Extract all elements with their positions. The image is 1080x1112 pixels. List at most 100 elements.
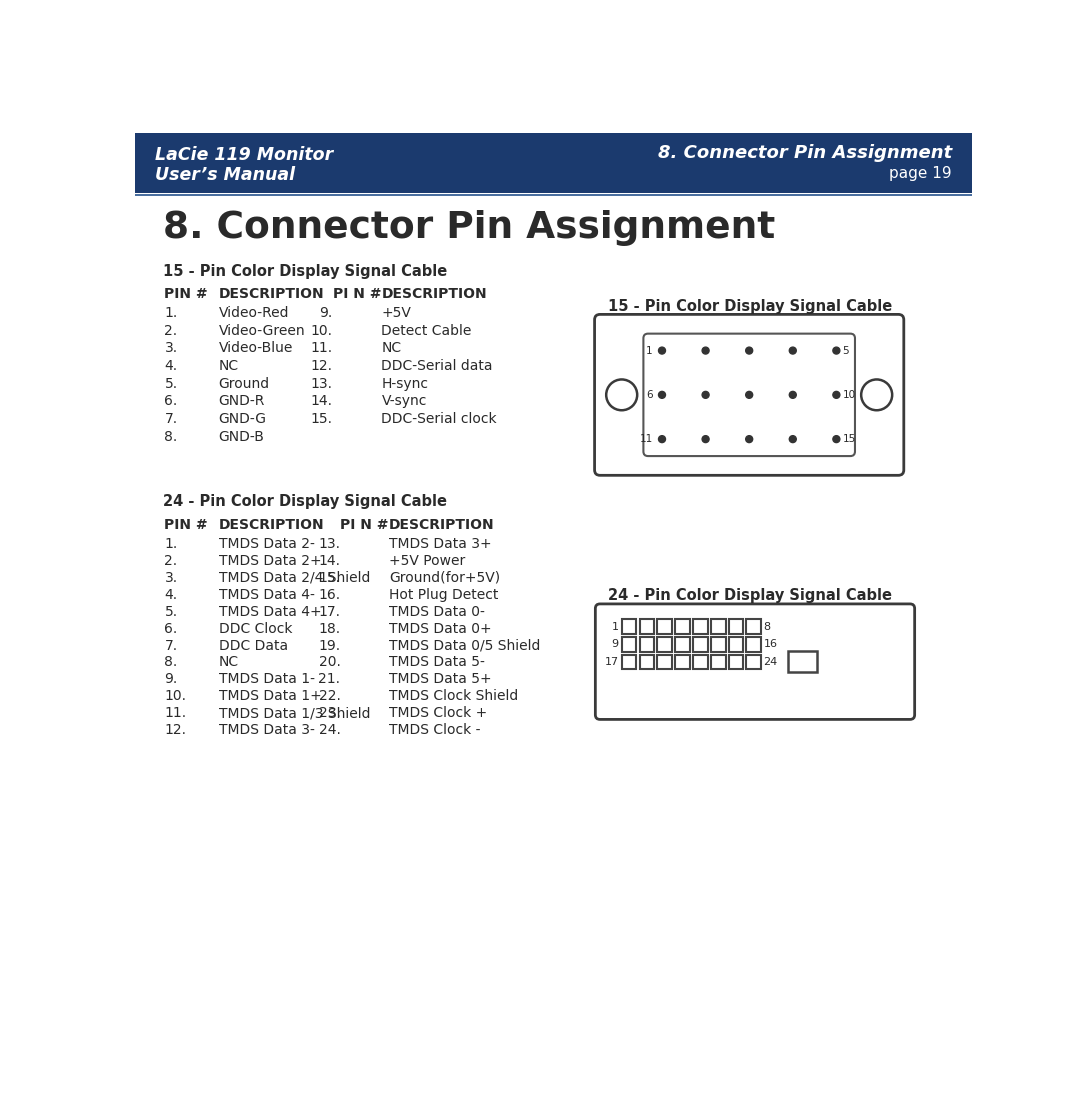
Text: PIN #: PIN # [164, 518, 208, 533]
Text: TMDS Data 0-: TMDS Data 0- [389, 605, 485, 618]
FancyBboxPatch shape [644, 334, 855, 456]
Text: 6.: 6. [164, 622, 178, 636]
Text: 15.: 15. [319, 570, 340, 585]
Text: +5V: +5V [381, 306, 411, 320]
Text: Video-Red: Video-Red [218, 306, 289, 320]
Circle shape [833, 391, 840, 398]
Circle shape [833, 347, 840, 354]
Circle shape [659, 391, 665, 398]
Text: 1.: 1. [164, 537, 178, 550]
Text: TMDS Data 1-: TMDS Data 1- [218, 673, 314, 686]
Text: 5.: 5. [164, 377, 177, 390]
Text: 24 - Pin Color Display Signal Cable: 24 - Pin Color Display Signal Cable [608, 588, 892, 603]
Text: DDC-Serial data: DDC-Serial data [381, 359, 492, 373]
Bar [746, 655, 761, 669]
Bar [639, 619, 654, 634]
Text: 1: 1 [646, 346, 652, 356]
Text: 11.: 11. [311, 341, 333, 356]
Circle shape [789, 436, 796, 443]
Text: 8.: 8. [164, 655, 178, 669]
Text: 14.: 14. [319, 554, 340, 568]
Text: TMDS Data 4+: TMDS Data 4+ [218, 605, 322, 618]
Text: PI N #: PI N # [333, 287, 381, 301]
Text: TMDS Data 1/3 Shield: TMDS Data 1/3 Shield [218, 706, 370, 721]
Bar [622, 655, 636, 669]
Text: NC: NC [381, 341, 402, 356]
Bar [746, 637, 761, 652]
Bar [135, 133, 972, 193]
Text: 22.: 22. [319, 689, 340, 704]
Text: 14.: 14. [311, 395, 333, 408]
Text: 13.: 13. [311, 377, 333, 390]
Text: 24 - Pin Color Display Signal Cable: 24 - Pin Color Display Signal Cable [163, 494, 447, 509]
Text: TMDS Data 3-: TMDS Data 3- [218, 723, 314, 737]
Bar [693, 619, 707, 634]
Text: 11: 11 [639, 434, 652, 444]
Bar [658, 655, 672, 669]
Bar [639, 655, 654, 669]
Bar [658, 637, 672, 652]
Text: 7.: 7. [164, 638, 177, 653]
Text: TMDS Data 3+: TMDS Data 3+ [389, 537, 491, 550]
Text: 23.: 23. [319, 706, 340, 721]
Text: 10.: 10. [311, 324, 333, 338]
Text: TMDS Data 2+: TMDS Data 2+ [218, 554, 322, 568]
Text: 5: 5 [842, 346, 849, 356]
Circle shape [702, 436, 710, 443]
Text: LaCie 119 Monitor: LaCie 119 Monitor [156, 146, 334, 163]
Text: DESCRIPTION: DESCRIPTION [381, 287, 487, 301]
Bar [622, 637, 636, 652]
Text: 9.: 9. [164, 673, 178, 686]
Circle shape [659, 347, 665, 354]
Bar [729, 637, 743, 652]
Text: 5.: 5. [164, 605, 177, 618]
Text: 6.: 6. [164, 395, 178, 408]
Bar [711, 655, 726, 669]
Text: 17: 17 [605, 657, 619, 667]
Text: Video-Blue: Video-Blue [218, 341, 293, 356]
Text: DDC-Serial clock: DDC-Serial clock [381, 413, 497, 426]
Text: 15 - Pin Color Display Signal Cable: 15 - Pin Color Display Signal Cable [163, 265, 447, 279]
Text: 3.: 3. [164, 570, 177, 585]
Bar [711, 619, 726, 634]
Circle shape [659, 436, 665, 443]
Text: 2.: 2. [164, 324, 177, 338]
Bar [711, 637, 726, 652]
Text: V-sync: V-sync [381, 395, 427, 408]
Text: 4.: 4. [164, 359, 177, 373]
Bar [675, 637, 690, 652]
Text: 15 - Pin Color Display Signal Cable: 15 - Pin Color Display Signal Cable [608, 299, 892, 314]
Text: 12.: 12. [164, 723, 187, 737]
Text: Ground: Ground [218, 377, 270, 390]
Circle shape [789, 391, 796, 398]
Text: DESCRIPTION: DESCRIPTION [218, 287, 324, 301]
Text: TMDS Clock Shield: TMDS Clock Shield [389, 689, 518, 704]
Text: DDC Clock: DDC Clock [218, 622, 293, 636]
Text: H-sync: H-sync [381, 377, 429, 390]
Text: User’s Manual: User’s Manual [156, 166, 295, 183]
Text: 1.: 1. [164, 306, 178, 320]
Text: TMDS Data 2/4 Shield: TMDS Data 2/4 Shield [218, 570, 370, 585]
FancyBboxPatch shape [595, 604, 915, 719]
Text: 1: 1 [611, 622, 619, 632]
Text: 24.: 24. [319, 723, 340, 737]
Text: 18.: 18. [319, 622, 340, 636]
Text: GND-R: GND-R [218, 395, 265, 408]
Text: NC: NC [218, 655, 239, 669]
Bar [746, 619, 761, 634]
Text: 6: 6 [646, 390, 652, 400]
Text: 2.: 2. [164, 554, 177, 568]
Text: 4.: 4. [164, 588, 177, 602]
Bar [135, 193, 972, 196]
Text: TMDS Data 2-: TMDS Data 2- [218, 537, 314, 550]
Circle shape [702, 391, 710, 398]
Text: 3.: 3. [164, 341, 177, 356]
Text: TMDS Data 1+: TMDS Data 1+ [218, 689, 322, 704]
Text: DESCRIPTION: DESCRIPTION [389, 518, 495, 533]
Bar [675, 619, 690, 634]
Text: PIN #: PIN # [164, 287, 208, 301]
Text: NC: NC [218, 359, 239, 373]
Bar [729, 655, 743, 669]
Text: 9: 9 [611, 639, 619, 649]
Text: Video-Green: Video-Green [218, 324, 306, 338]
